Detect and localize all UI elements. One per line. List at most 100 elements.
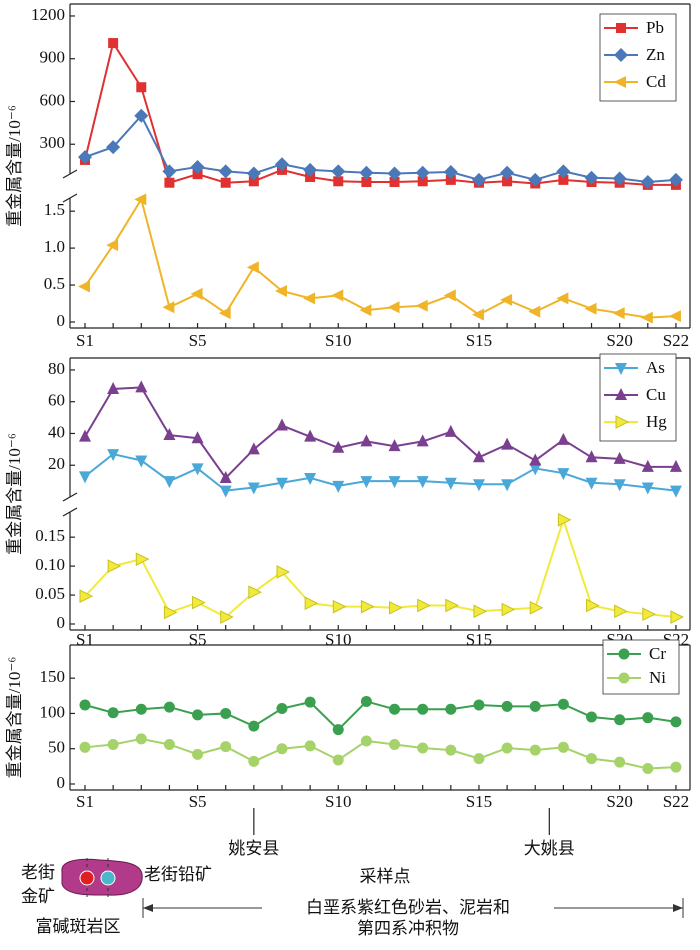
axis-break xyxy=(62,169,78,179)
data-point xyxy=(417,703,429,715)
data-point xyxy=(332,754,344,766)
data-point xyxy=(501,602,516,617)
y-tick-label: 0.05 xyxy=(35,584,65,603)
data-point xyxy=(192,748,204,760)
x-tick-label: S15 xyxy=(466,331,492,350)
data-point xyxy=(276,565,291,579)
data-point xyxy=(445,174,456,185)
data-point xyxy=(332,440,345,453)
data-point xyxy=(107,738,119,750)
data-point xyxy=(417,742,429,754)
legend-marker xyxy=(618,672,630,684)
data-point xyxy=(305,172,316,183)
data-point xyxy=(106,239,119,252)
y-tick-label: 900 xyxy=(40,48,66,67)
data-point xyxy=(415,299,428,312)
data-point xyxy=(274,284,287,297)
data-point xyxy=(276,743,288,755)
data-point xyxy=(416,434,429,447)
data-point xyxy=(502,176,513,187)
data-point xyxy=(275,418,288,431)
data-point xyxy=(360,434,373,447)
y-tick-label: 80 xyxy=(48,359,65,378)
data-point xyxy=(445,744,457,756)
data-point xyxy=(586,711,598,723)
data-point xyxy=(331,289,344,302)
data-point xyxy=(108,38,119,49)
data-point xyxy=(612,307,625,320)
strata-label: 第四系冲积物 xyxy=(357,919,459,938)
data-point xyxy=(248,720,260,732)
data-point xyxy=(360,476,373,489)
annotation-label: 大姚县 xyxy=(524,839,575,858)
legend-label: Pb xyxy=(646,18,664,37)
y-tick-label: 50 xyxy=(48,738,65,757)
series-line xyxy=(84,40,676,186)
data-point xyxy=(557,741,569,753)
data-point xyxy=(473,699,485,711)
data-point xyxy=(501,700,513,712)
data-point xyxy=(79,429,91,442)
data-point xyxy=(389,600,403,615)
y-tick-label: 0.10 xyxy=(35,555,65,574)
lead-mine-dot xyxy=(100,870,116,886)
x-tick-label: S15 xyxy=(466,630,492,649)
data-point xyxy=(135,703,147,715)
data-point xyxy=(388,439,401,452)
x-tick-label: S1 xyxy=(76,792,94,811)
data-point xyxy=(79,589,94,604)
data-point xyxy=(134,193,147,206)
strata-label: 白垩系紫红色砂岩、泥岩和 xyxy=(306,898,510,917)
y-tick-label: 40 xyxy=(48,422,65,441)
data-point xyxy=(163,428,176,441)
data-point xyxy=(191,431,204,444)
data-point xyxy=(333,176,344,187)
x-tick-label: S10 xyxy=(325,630,351,649)
data-point xyxy=(668,310,681,323)
y-tick-label: 0 xyxy=(57,311,66,330)
data-point xyxy=(163,476,176,489)
data-point xyxy=(501,742,513,754)
data-point xyxy=(389,738,401,750)
data-point xyxy=(557,512,572,527)
data-point xyxy=(248,176,259,187)
data-point xyxy=(642,607,656,621)
y-tick-label: 1200 xyxy=(31,5,65,24)
series-line xyxy=(84,113,677,184)
y-axis-label: 重金属含量/10⁻⁶ xyxy=(5,657,24,779)
series-line xyxy=(84,386,676,480)
data-point xyxy=(247,442,260,455)
y-tick-label: 300 xyxy=(40,133,66,152)
lead-mine-label: 老街铅矿 xyxy=(144,865,212,884)
data-point xyxy=(218,307,231,320)
data-point xyxy=(303,162,318,177)
porphyry-label: 富碱斑岩区 xyxy=(36,917,121,936)
data-point xyxy=(359,165,374,180)
x-tick-label: S20 xyxy=(606,792,632,811)
data-point xyxy=(192,169,203,180)
data-point xyxy=(417,598,431,613)
data-point xyxy=(190,287,203,300)
data-point xyxy=(472,450,485,463)
data-point xyxy=(443,165,458,180)
data-point xyxy=(471,308,484,321)
data-point xyxy=(248,585,262,599)
data-point xyxy=(304,596,319,610)
data-point xyxy=(445,703,457,715)
data-point xyxy=(107,559,122,573)
legend-label: As xyxy=(646,358,665,377)
data-point xyxy=(613,451,626,464)
data-point xyxy=(528,305,541,318)
legend-label: Cd xyxy=(646,72,666,91)
data-point xyxy=(584,170,599,185)
legend-marker xyxy=(615,363,627,375)
data-point xyxy=(304,429,317,442)
data-point xyxy=(473,604,488,619)
data-point xyxy=(276,703,288,715)
y-tick-label: 1.0 xyxy=(44,237,65,256)
data-point xyxy=(472,479,485,492)
data-point xyxy=(556,164,571,179)
legend-marker xyxy=(616,23,626,33)
data-point xyxy=(303,292,316,305)
